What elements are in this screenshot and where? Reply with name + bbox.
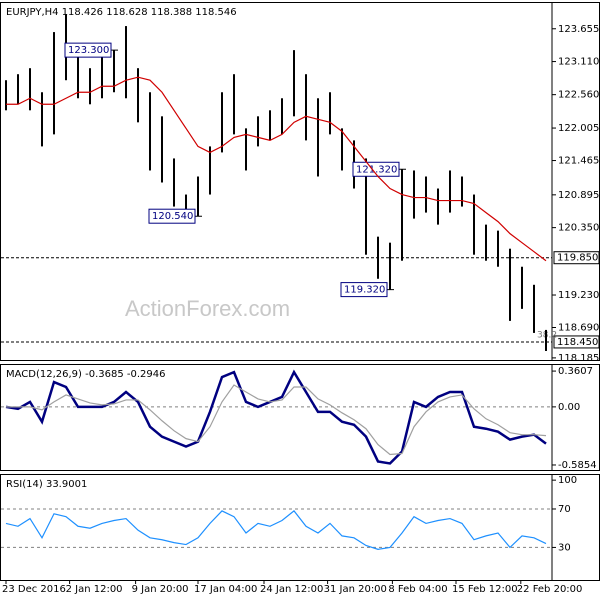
annotation-box: [148, 208, 196, 224]
annotation-label: 120.540: [152, 211, 193, 222]
x-tick-label: 9 Jan 20:00: [132, 584, 189, 595]
series-line: [5, 510, 547, 550]
y-tick-label: 118.690: [558, 323, 599, 334]
panel-title: EURJPY,H4 118.426 118.628 118.388 118.54…: [6, 7, 237, 18]
x-tick-label: 15 Feb 12:00: [452, 584, 518, 595]
series-line: [6, 384, 547, 456]
y-tick-label: 123.110: [558, 57, 599, 68]
y-tick-label: -0.5854: [558, 460, 597, 471]
y-tick-label: 122.560: [558, 90, 599, 101]
y-tick-label: 30: [558, 542, 571, 553]
series-line: [6, 76, 547, 262]
y-tick-label: 100: [558, 475, 577, 486]
x-tick-label: 2 Jan 12:00: [66, 584, 123, 595]
y-tick-label: 0.00: [558, 402, 580, 413]
y-tick-label: 120.350: [558, 223, 599, 234]
series-line: [5, 369, 547, 465]
annotation-box: [340, 282, 388, 298]
annotation-box: [64, 42, 112, 58]
x-tick-label: 22 Feb 20:00: [517, 584, 583, 595]
y-tick-label: 122.005: [558, 123, 599, 134]
annotation-box: [352, 161, 400, 177]
x-tick-label: 24 Jan 12:00: [260, 584, 323, 595]
y-tick-label: 118.185: [558, 353, 599, 364]
y-tick-label: 123.655: [558, 24, 599, 35]
y-tick-label: 120.895: [558, 190, 599, 201]
panel-title: MACD(12,26,9) -0.3685 -0.2946: [6, 369, 166, 380]
level-label: 118.450: [557, 337, 598, 348]
y-tick-label: 121.465: [558, 156, 599, 167]
annotation-label: 123.300: [68, 45, 109, 56]
level-box: [553, 335, 600, 349]
panel-title: RSI(14) 33.9001: [6, 479, 87, 490]
y-tick-label: 0.3607: [558, 366, 593, 377]
x-tick-label: 17 Jan 04:00: [194, 584, 257, 595]
fib-label: 38.2: [537, 330, 557, 340]
x-tick-label: 23 Dec 2016: [2, 584, 66, 595]
x-tick-label: 31 Jan 20:00: [324, 584, 387, 595]
y-tick-label: 119.230: [558, 290, 599, 301]
level-box: [553, 251, 600, 265]
annotation-label: 121.320: [356, 164, 397, 175]
y-tick-label: 70: [558, 504, 571, 515]
watermark: ActionForex.com: [125, 296, 290, 321]
level-label: 119.850: [557, 253, 598, 264]
annotation-label: 119.320: [344, 285, 385, 296]
x-tick-label: 8 Feb 04:00: [388, 584, 447, 595]
